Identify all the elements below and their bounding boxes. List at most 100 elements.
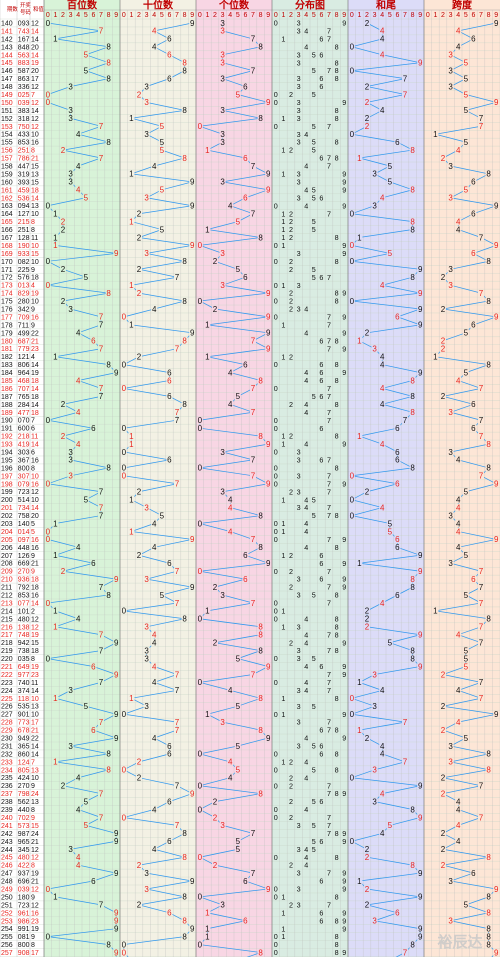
- draw-number: 225: [18, 267, 30, 274]
- span-mark-bg: [440, 845, 446, 853]
- tens-mark-bg: [158, 122, 165, 130]
- span-mark: 8: [486, 750, 491, 759]
- sum-value: 24: [31, 791, 39, 798]
- span-mark: 6: [471, 400, 476, 409]
- hundreds-mark: 7: [99, 583, 104, 592]
- sum-value: 19: [31, 370, 39, 377]
- issue-number: 247: [1, 871, 13, 878]
- span-mark: 9: [494, 535, 499, 544]
- sum-tail-mark: 4: [380, 400, 385, 409]
- sum-value: 18: [31, 275, 39, 282]
- draw-number: 535: [18, 704, 30, 711]
- tens-mark: 9: [190, 583, 195, 592]
- span-mark: 2: [441, 273, 446, 282]
- hundreds-mark: 0: [46, 19, 51, 28]
- span-mark-bg: [455, 718, 462, 726]
- hundreds-mark-bg: [44, 654, 51, 663]
- span-mark-bg: [455, 805, 462, 814]
- hundreds-mark-bg: [113, 710, 120, 718]
- digit-header: 8: [107, 12, 111, 19]
- units-mark-bg: [234, 837, 241, 845]
- distribution-digit: 9: [342, 479, 346, 488]
- sum-tail-mark: 4: [380, 599, 385, 608]
- draw-number: 829: [18, 291, 30, 298]
- distribution-digit: 1: [281, 710, 285, 719]
- span-mark-bg: [455, 496, 462, 504]
- sum-tail-mark-bg: [348, 837, 355, 845]
- units-mark: 4: [228, 202, 233, 211]
- issue-number: 174: [1, 291, 13, 298]
- units-mark-bg: [196, 750, 203, 758]
- distribution-digit: 3: [297, 821, 301, 830]
- tens-mark: 4: [152, 845, 157, 854]
- tens-mark: 1: [129, 495, 134, 504]
- issue-number: 203: [1, 521, 13, 528]
- span-mark-bg: [470, 575, 477, 583]
- units-mark-bg: [204, 607, 211, 615]
- sum-value: 16: [31, 593, 39, 600]
- sum-tail-mark-bg: [379, 194, 386, 202]
- units-mark-bg: [196, 893, 203, 901]
- units-mark: 6: [243, 360, 248, 369]
- hundreds-mark: 7: [99, 646, 104, 655]
- issue-number: 196: [1, 465, 13, 472]
- units-mark: 5: [236, 702, 241, 711]
- distribution-digit: 1: [281, 352, 285, 361]
- sum-tail-mark: 6: [395, 591, 400, 600]
- distribution-digit: 4: [304, 614, 308, 623]
- sum-tail-mark-bg: [402, 758, 408, 766]
- issue-number: 199: [1, 489, 13, 496]
- issue-number: 190: [1, 418, 13, 425]
- units-mark-bg: [204, 321, 211, 329]
- tens-mark-bg: [120, 384, 127, 393]
- distribution-digit: 0: [274, 614, 278, 623]
- sum-tail-mark: 0: [350, 774, 355, 783]
- digit-header: 3: [69, 12, 73, 19]
- distribution-digit: 4: [304, 328, 308, 337]
- draw-number: 167: [18, 36, 30, 43]
- distribution-digit: 4: [304, 185, 308, 194]
- hundreds-mark: 3: [68, 742, 73, 751]
- sum-tail-mark-bg: [402, 948, 408, 957]
- distribution-digit: 8: [335, 591, 339, 600]
- hundreds-mark-bg: [105, 591, 112, 599]
- tens-mark-bg: [174, 273, 180, 281]
- hundreds-mark: 4: [76, 440, 81, 449]
- issue-number: 226: [1, 704, 13, 711]
- sum-value: 9: [31, 267, 35, 274]
- tens-mark: 6: [167, 74, 172, 83]
- tens-mark-bg: [128, 114, 135, 122]
- distribution-digit: 7: [327, 27, 331, 36]
- issue-number: 161: [1, 187, 13, 194]
- draw-number: 419: [18, 442, 30, 449]
- tens-mark-bg: [158, 511, 165, 520]
- sum-value: 22: [31, 330, 39, 337]
- units-mark-bg: [250, 472, 256, 480]
- hundreds-mark-bg: [98, 647, 104, 655]
- span-mark: 4: [456, 43, 461, 52]
- distribution-digit: 0: [274, 384, 278, 393]
- units-mark-bg: [242, 917, 249, 925]
- tens-mark: 8: [182, 829, 187, 838]
- distribution-digit: 7: [327, 718, 331, 727]
- issue-number: 219: [1, 648, 13, 655]
- span-mark-bg: [478, 583, 484, 591]
- draw-number: 758: [18, 513, 30, 520]
- sum-tail-mark: 1: [357, 233, 362, 242]
- tens-mark: 0: [122, 360, 127, 369]
- issue-number: 147: [1, 76, 13, 83]
- units-mark: 3: [220, 718, 225, 727]
- distribution-digit: 7: [327, 416, 331, 425]
- hundreds-mark-bg: [52, 233, 59, 242]
- distribution-digit: 9: [342, 877, 346, 886]
- units-mark: 7: [251, 869, 256, 878]
- distribution-digit: 2: [289, 305, 293, 314]
- tens-mark: 2: [137, 90, 142, 99]
- units-mark: 4: [228, 495, 233, 504]
- issue-number: 145: [1, 60, 13, 67]
- sum-value: 10: [31, 712, 39, 719]
- issue-number: 179: [1, 330, 13, 337]
- tens-mark-bg: [136, 210, 142, 218]
- draw-number: 649: [18, 664, 30, 671]
- sum-tail-mark-bg: [379, 27, 386, 35]
